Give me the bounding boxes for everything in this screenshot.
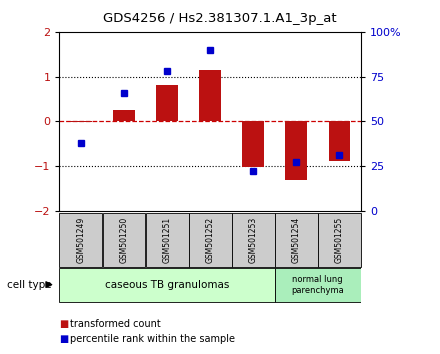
Bar — [113, 110, 135, 121]
Bar — [70, 121, 92, 122]
Bar — [286, 121, 307, 180]
Text: percentile rank within the sample: percentile rank within the sample — [70, 334, 235, 344]
Text: GDS4256 / Hs2.381307.1.A1_3p_at: GDS4256 / Hs2.381307.1.A1_3p_at — [103, 12, 337, 25]
Text: GSM501255: GSM501255 — [335, 217, 344, 263]
Text: GSM501253: GSM501253 — [249, 217, 258, 263]
Text: cell type: cell type — [7, 280, 51, 290]
Bar — [156, 85, 178, 121]
Text: GSM501254: GSM501254 — [292, 217, 301, 263]
Text: GSM501252: GSM501252 — [205, 217, 215, 263]
Bar — [59, 213, 103, 267]
Bar — [59, 268, 275, 302]
Bar — [146, 213, 188, 267]
Bar — [275, 213, 318, 267]
Text: GSM501251: GSM501251 — [162, 217, 172, 263]
Text: GSM501250: GSM501250 — [120, 217, 128, 263]
Text: normal lung
parenchyma: normal lung parenchyma — [291, 275, 344, 295]
Text: ■: ■ — [59, 334, 69, 344]
Bar — [242, 121, 264, 167]
Text: GSM501249: GSM501249 — [77, 217, 85, 263]
Text: caseous TB granulomas: caseous TB granulomas — [105, 280, 229, 290]
Bar — [189, 213, 231, 267]
Bar — [103, 213, 146, 267]
Bar — [318, 213, 361, 267]
Bar — [232, 213, 275, 267]
Text: ■: ■ — [59, 319, 69, 329]
Bar — [329, 121, 350, 161]
Bar — [275, 268, 361, 302]
Bar — [199, 70, 221, 121]
Text: transformed count: transformed count — [70, 319, 160, 329]
